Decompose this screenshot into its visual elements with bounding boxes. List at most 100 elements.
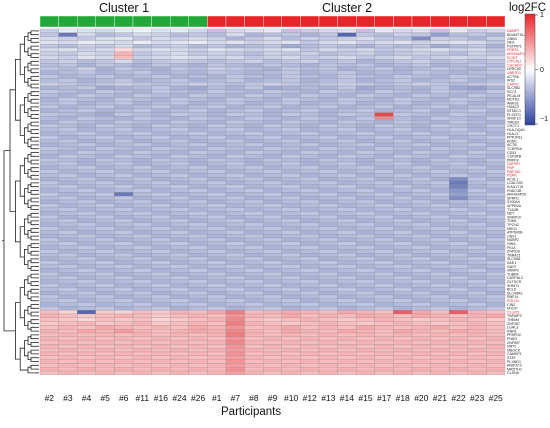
heatmap-cell — [486, 234, 506, 239]
dendrogram-branch — [30, 152, 35, 157]
heatmap-cell — [318, 89, 338, 94]
heatmap-cell — [393, 108, 413, 113]
cluster-bar-cell — [132, 15, 152, 28]
heatmap-cell — [39, 203, 59, 208]
column-label: #3 — [63, 393, 73, 403]
heatmap-cell — [430, 101, 450, 106]
heatmap-cell — [393, 351, 413, 356]
heatmap-cell — [318, 211, 338, 216]
heatmap-cell — [318, 355, 338, 360]
heatmap-cell — [207, 51, 227, 56]
heatmap-cell — [356, 211, 375, 216]
row-label: GAPDH — [507, 162, 520, 166]
heatmap-cell — [77, 142, 96, 147]
heatmap-cell — [39, 226, 59, 231]
heatmap-cell — [188, 78, 208, 83]
dendrogram-branch — [27, 78, 31, 87]
heatmap-cell — [58, 283, 78, 288]
heatmap-cell — [337, 336, 357, 341]
heatmap-cell — [207, 173, 227, 178]
heatmap-cell — [393, 279, 413, 284]
heatmap-cell — [337, 158, 357, 163]
heatmap-cell — [77, 199, 96, 204]
heatmap-cell — [151, 332, 171, 337]
heatmap-cell — [151, 108, 171, 113]
heatmap-cell — [393, 154, 413, 159]
heatmap-cell — [411, 131, 431, 136]
heatmap-cell — [467, 348, 487, 353]
heatmap-cell — [114, 344, 134, 349]
heatmap-cell — [39, 196, 59, 201]
heatmap-cell — [77, 367, 96, 372]
heatmap-cell — [411, 74, 431, 79]
heatmap-cell — [337, 66, 357, 71]
heatmap-cell — [39, 66, 59, 71]
heatmap-cell — [467, 36, 487, 41]
row-label: TXA2B — [507, 208, 519, 212]
heatmap-cell — [393, 47, 413, 52]
heatmap-cell — [411, 127, 431, 132]
heatmap-cell — [356, 112, 375, 117]
heatmap-cell — [207, 260, 227, 265]
heatmap-cell — [170, 211, 189, 216]
heatmap-cell — [170, 207, 189, 212]
heatmap-cell — [486, 108, 506, 113]
heatmap-cell — [411, 142, 431, 147]
heatmap-cell — [114, 47, 134, 52]
heatmap-cell — [77, 146, 96, 151]
heatmap-cell — [95, 245, 115, 250]
heatmap-cell — [225, 161, 245, 166]
heatmap-cell — [114, 215, 134, 220]
heatmap-cell — [170, 74, 189, 79]
dendrogram-branch — [24, 309, 28, 326]
dendrogram-branch — [30, 167, 35, 172]
heatmap-cell — [170, 51, 189, 56]
heatmap-cell — [188, 89, 208, 94]
heatmap-cell — [318, 298, 338, 303]
heatmap-cell — [225, 199, 245, 204]
heatmap-cell — [132, 127, 152, 132]
heatmap-cell — [356, 291, 375, 296]
row-label: MYLIP — [507, 307, 518, 311]
heatmap-cell — [374, 154, 394, 159]
heatmap-cell — [374, 344, 394, 349]
heatmap-cell — [170, 85, 189, 90]
heatmap-cell — [337, 207, 357, 212]
heatmap-cell — [244, 70, 264, 75]
dendrogram-branch — [27, 245, 31, 254]
heatmap-cell — [132, 116, 152, 121]
heatmap-cell — [225, 226, 245, 231]
heatmap-cell — [318, 348, 338, 353]
heatmap-cell — [170, 59, 189, 64]
heatmap-cell — [58, 260, 78, 265]
heatmap-cell — [244, 348, 264, 353]
row-label: FNDC3B — [507, 189, 522, 193]
heatmap-cell — [39, 169, 59, 174]
heatmap-cell — [39, 211, 59, 216]
heatmap-cell — [132, 291, 152, 296]
heatmap-cell — [356, 199, 375, 204]
heatmap-cell — [58, 123, 78, 128]
heatmap-cell — [411, 230, 431, 235]
heatmap-cell — [114, 325, 134, 330]
heatmap-cell — [39, 218, 59, 223]
heatmap-cell — [449, 241, 468, 246]
heatmap-cell — [114, 127, 134, 132]
heatmap-cell — [151, 256, 171, 261]
heatmap-cell — [411, 226, 431, 231]
heatmap-cell — [411, 51, 431, 56]
heatmap-cell — [467, 55, 487, 60]
heatmap-cell — [58, 59, 78, 64]
heatmap-cell — [281, 234, 301, 239]
heatmap-cell — [39, 249, 59, 254]
heatmap-cell — [188, 302, 208, 307]
heatmap-cell — [393, 317, 413, 322]
heatmap-cell — [467, 93, 487, 98]
heatmap-cell — [151, 283, 171, 288]
heatmap-cell — [151, 135, 171, 140]
heatmap-cell — [374, 112, 394, 117]
heatmap-cell — [170, 158, 189, 163]
heatmap-cell — [77, 245, 96, 250]
heatmap-cell — [58, 287, 78, 292]
heatmap-cell — [411, 154, 431, 159]
